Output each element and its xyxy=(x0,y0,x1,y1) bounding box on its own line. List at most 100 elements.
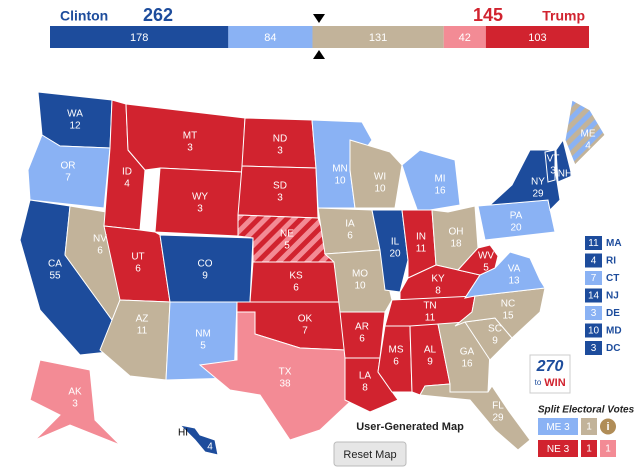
state-abbr: IL xyxy=(391,237,400,248)
state-ev: 16 xyxy=(461,359,473,370)
split-box xyxy=(581,440,597,457)
logo-number: 270 xyxy=(536,358,564,375)
state-abbr: ND xyxy=(273,134,287,145)
left-total: 262 xyxy=(143,5,173,25)
bar-segment xyxy=(443,26,486,48)
state-abbr: KS xyxy=(289,271,303,282)
state-ev: 13 xyxy=(508,276,520,287)
bar-segment xyxy=(228,26,313,48)
state-ev: 7 xyxy=(302,326,308,337)
state-abbr: AL xyxy=(424,345,437,356)
state-ev: 10 xyxy=(334,176,346,187)
state-ev: 11 xyxy=(137,326,148,337)
info-label: i xyxy=(606,421,609,433)
split-title: Split Electoral Votes xyxy=(538,405,635,416)
state-ev: 12 xyxy=(69,121,81,132)
small-state-box xyxy=(585,253,602,268)
state-abbr: NM xyxy=(195,329,211,340)
small-state-ev: 7 xyxy=(591,273,597,284)
state xyxy=(488,149,561,212)
split-box xyxy=(581,418,597,435)
state-ev: 20 xyxy=(510,223,522,234)
state-ev: 6 xyxy=(97,246,103,257)
split-ev: 1 xyxy=(586,422,592,433)
state-abbr: LA xyxy=(359,371,372,382)
state-abbr: OH xyxy=(449,227,464,238)
small-state-abbr: MA xyxy=(606,238,622,249)
state-abbr: WA xyxy=(67,109,83,120)
logo-box[interactable] xyxy=(529,354,571,394)
state-ev: 3 xyxy=(72,399,78,410)
info-button[interactable]: i xyxy=(600,418,616,435)
state-ev: 8 xyxy=(362,383,368,394)
state-ev: 3 xyxy=(197,204,203,215)
state-abbr: IA xyxy=(345,219,355,230)
state-ev: 9 xyxy=(492,336,498,347)
state-ev: 4 xyxy=(124,179,130,190)
small-state-abbr: NJ xyxy=(606,291,619,302)
state-ev: 29 xyxy=(492,413,504,424)
state-abbr: SC xyxy=(488,324,502,335)
state-abbr: OR xyxy=(61,161,76,172)
state-ev: 5 xyxy=(200,341,206,352)
split-ev: 1 xyxy=(586,444,592,455)
state xyxy=(555,138,573,183)
split-label: ME 3 xyxy=(546,422,570,433)
split-ev: 3 xyxy=(564,444,570,455)
state-ev: 38 xyxy=(279,379,291,390)
state-ev: 3 xyxy=(277,146,283,157)
info-icon xyxy=(600,418,616,435)
state xyxy=(349,139,403,209)
state-abbr: MN xyxy=(332,164,348,175)
split-ev: 1 xyxy=(605,444,611,455)
state-abbr: TX xyxy=(279,367,292,378)
state-abbr: GA xyxy=(460,347,475,358)
state-abbr: FL xyxy=(492,401,504,412)
small-state-ev: 11 xyxy=(588,238,599,249)
state xyxy=(198,311,353,441)
state xyxy=(457,244,499,276)
state-abbr: CO xyxy=(198,259,213,270)
state-abbr: WY xyxy=(192,192,208,203)
reset-button[interactable]: Reset Map xyxy=(333,441,407,467)
bar-segment-label: 178 xyxy=(130,32,148,44)
right-total: 145 xyxy=(473,5,503,25)
small-state-box xyxy=(585,288,602,303)
state xyxy=(401,149,461,213)
state-ev: 15 xyxy=(502,311,514,322)
state-ev: 18 xyxy=(450,239,462,250)
state-ev: 6 xyxy=(347,231,353,242)
small-state-ev: 14 xyxy=(588,291,600,302)
state-abbr: ID xyxy=(122,167,132,178)
state-abbr: VT xyxy=(547,154,560,165)
small-state-box xyxy=(585,341,602,355)
state-ev: 20 xyxy=(389,249,401,260)
small-state-ev: 3 xyxy=(591,343,597,354)
left-candidate: Clinton xyxy=(60,8,108,24)
reset-button-bg[interactable] xyxy=(333,441,407,467)
state-ev: 4 xyxy=(585,141,591,152)
midpoint-marker-top xyxy=(313,14,325,23)
state xyxy=(564,99,606,166)
state-ev: 11 xyxy=(416,244,427,255)
split-box xyxy=(538,418,578,435)
state-ev: 9 xyxy=(202,271,208,282)
state-abbr: NC xyxy=(501,299,515,310)
reset-button-label[interactable]: Reset Map xyxy=(343,449,396,461)
state-abbr: IN xyxy=(416,232,426,243)
state-ev: 3 xyxy=(550,166,556,177)
small-state-box xyxy=(585,306,602,320)
state-ev: 10 xyxy=(354,281,366,292)
small-state-box xyxy=(585,236,602,250)
split-box xyxy=(600,440,616,457)
small-state-ev: 3 xyxy=(591,308,597,319)
bar-segment-label: 103 xyxy=(528,32,546,44)
state-ev: 6 xyxy=(293,283,299,294)
midpoint-marker-bottom xyxy=(313,50,325,59)
state-abbr: NH xyxy=(558,169,572,180)
logo[interactable]: 270 to WIN xyxy=(529,354,571,394)
state xyxy=(454,287,546,339)
small-state-abbr: RI xyxy=(606,256,616,267)
